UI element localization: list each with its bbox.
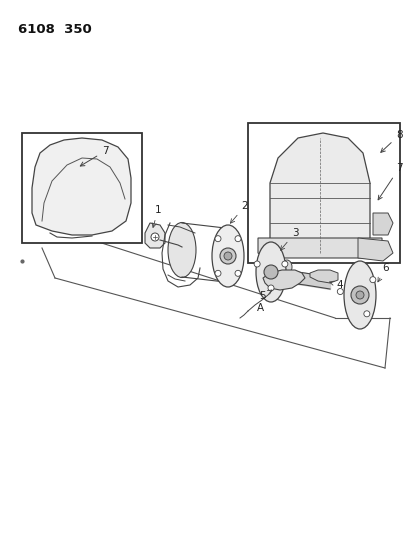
Text: 5: 5 — [259, 290, 271, 301]
Polygon shape — [32, 138, 131, 235]
Circle shape — [223, 252, 231, 260]
Text: 1: 1 — [152, 205, 161, 228]
Text: 6108  350: 6108 350 — [18, 23, 92, 36]
Circle shape — [214, 270, 220, 276]
Ellipse shape — [343, 261, 375, 329]
Ellipse shape — [168, 222, 196, 278]
Circle shape — [220, 248, 236, 264]
Ellipse shape — [211, 225, 243, 287]
Text: 8: 8 — [380, 130, 402, 152]
Ellipse shape — [255, 242, 285, 302]
Text: A: A — [256, 303, 263, 313]
Circle shape — [267, 285, 273, 291]
Polygon shape — [357, 238, 392, 261]
Polygon shape — [257, 238, 381, 258]
Circle shape — [254, 261, 259, 267]
Text: 2: 2 — [230, 201, 248, 223]
Ellipse shape — [352, 267, 364, 285]
Text: 7: 7 — [377, 163, 402, 200]
Circle shape — [363, 311, 369, 317]
Text: 7: 7 — [80, 146, 108, 166]
Circle shape — [234, 270, 240, 276]
Ellipse shape — [281, 260, 291, 274]
Polygon shape — [145, 223, 164, 248]
Circle shape — [337, 288, 342, 295]
Polygon shape — [372, 213, 392, 235]
Bar — [22, 133, 142, 243]
Circle shape — [214, 236, 220, 241]
Bar — [247, 123, 399, 263]
Circle shape — [263, 265, 277, 279]
Text: 3: 3 — [280, 228, 298, 250]
Circle shape — [350, 286, 368, 304]
Circle shape — [355, 291, 363, 299]
Polygon shape — [262, 270, 304, 290]
Circle shape — [151, 233, 159, 241]
Text: 6: 6 — [377, 263, 389, 282]
Circle shape — [369, 277, 375, 282]
Polygon shape — [309, 270, 337, 283]
Text: 4: 4 — [329, 280, 342, 290]
Circle shape — [281, 261, 287, 267]
Ellipse shape — [354, 305, 366, 323]
Polygon shape — [270, 133, 369, 253]
Circle shape — [234, 236, 240, 241]
